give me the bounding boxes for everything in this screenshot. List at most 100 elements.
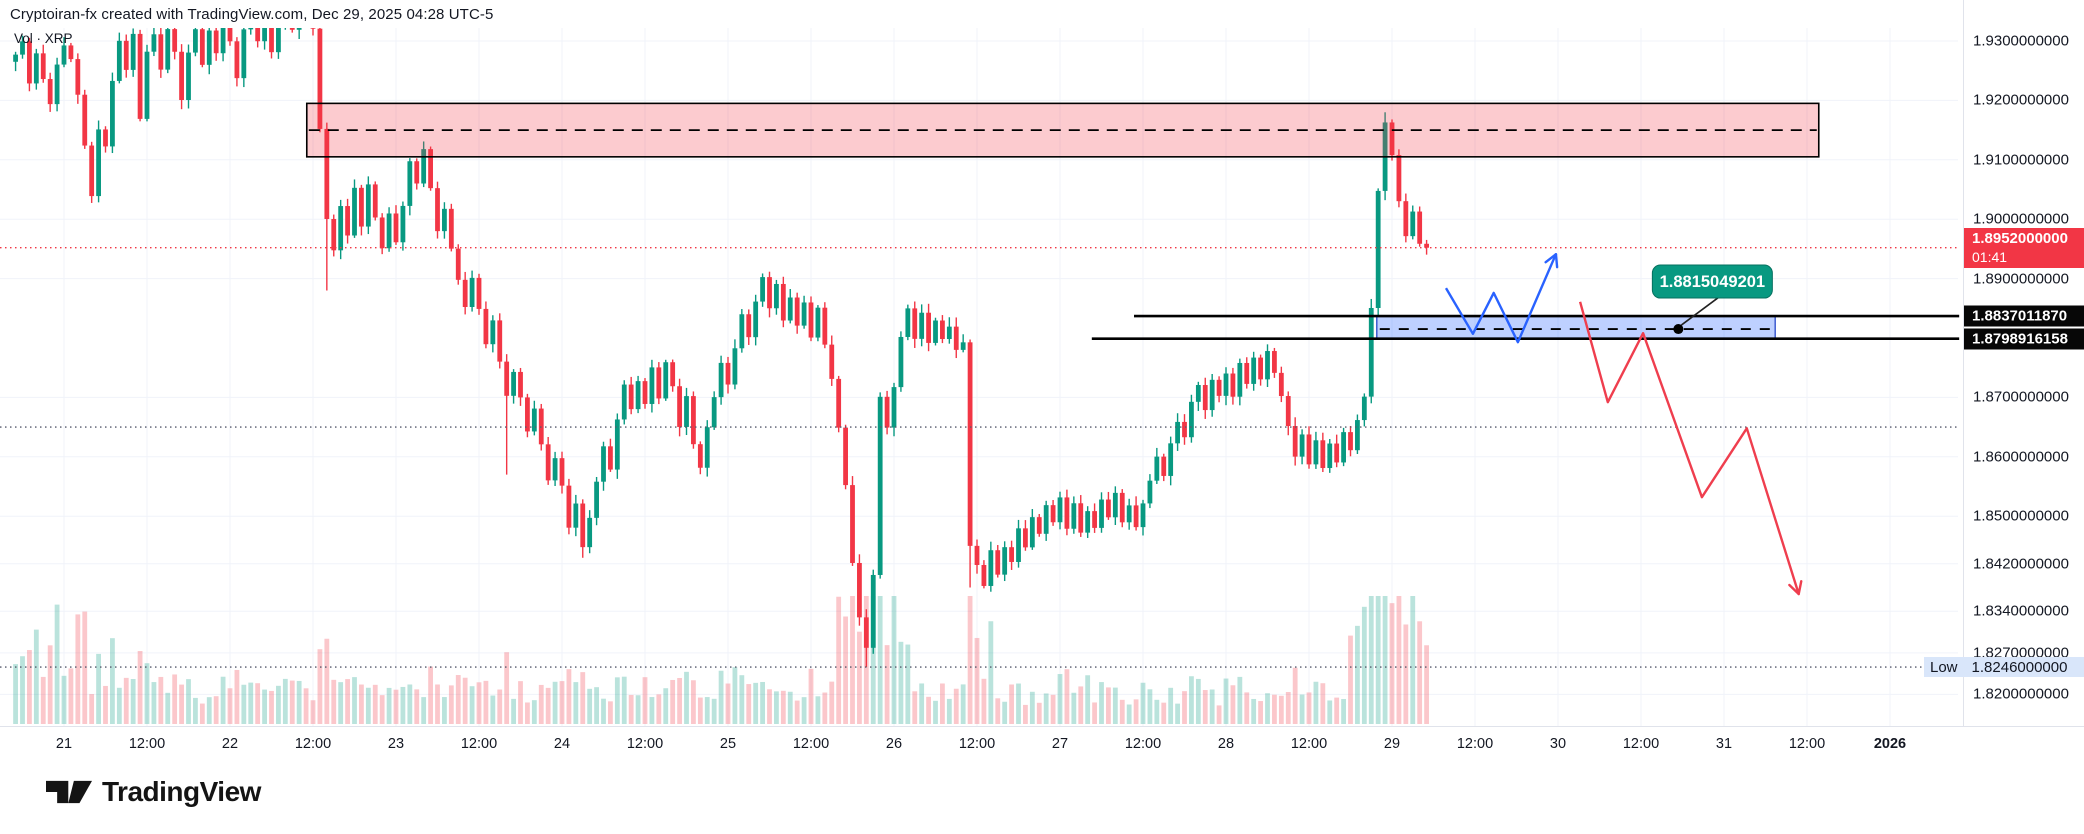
candle-body: [393, 213, 399, 243]
candle-body: [1043, 505, 1049, 534]
volume-bar: [255, 683, 261, 724]
candle-body: [829, 344, 835, 379]
volume-bar: [1106, 687, 1111, 724]
candle-body: [697, 444, 703, 468]
volume-bar: [614, 677, 620, 724]
bearish-scenario-arrow[interactable]: [1578, 301, 1800, 595]
demand-zone-box[interactable]: [1376, 315, 1776, 340]
volume-bar: [995, 698, 1001, 724]
time-axis[interactable]: 21 12:00 22 12:00 23 12:00 24 12:00 25 12:00 26 12:…: [0, 726, 2084, 762]
volume-bar: [262, 689, 267, 724]
candle-body: [428, 149, 433, 189]
time-tick-label: 25: [719, 736, 737, 752]
callout-anchor-dot[interactable]: [1673, 324, 1684, 335]
volume-bar: [753, 682, 759, 724]
candle-body: [884, 396, 890, 428]
candle-body: [331, 218, 337, 251]
volume-bar: [628, 694, 634, 724]
candle-body: [1403, 201, 1409, 237]
time-tick-label: 23: [387, 736, 405, 752]
volume-bar: [352, 677, 357, 724]
candle-body: [33, 53, 39, 84]
candle-body: [1223, 373, 1229, 396]
volume-bar: [68, 668, 74, 724]
volume-bar: [400, 686, 406, 724]
volume-bar: [1334, 697, 1340, 724]
candle-body: [767, 277, 772, 309]
volume-bar: [1313, 681, 1319, 724]
volume-bar: [123, 677, 129, 724]
candle-body: [718, 362, 724, 398]
candle-body: [455, 248, 461, 280]
price-axis[interactable]: 1.9300000000 1.9200000000 1.9100000000 1.90…: [1963, 0, 2084, 726]
volume-bar: [739, 675, 745, 724]
candle-body: [1258, 357, 1263, 380]
candle-body: [780, 283, 786, 321]
price-tick-label: 1.8900000000: [1973, 270, 2069, 288]
volume-bar: [974, 637, 980, 724]
volume-bar: [891, 596, 897, 724]
candle-body: [566, 485, 572, 528]
volume-bar: [1126, 704, 1132, 724]
volume-bar: [213, 696, 219, 724]
volume-bar: [953, 688, 959, 724]
volume-bar: [829, 681, 835, 724]
low-price-label: Low 1.8246000000: [1924, 657, 2084, 678]
volume-bar: [227, 688, 233, 724]
candle-body: [1119, 492, 1125, 523]
candle-body: [843, 427, 848, 486]
candle-body: [372, 184, 378, 218]
candle-body: [649, 367, 655, 404]
candle-body: [359, 187, 364, 227]
candle-body: [642, 381, 648, 404]
candle-body: [186, 52, 191, 101]
candle-body: [110, 80, 115, 147]
candle-body: [898, 336, 904, 388]
volume-bar: [1085, 675, 1091, 724]
low-value: 1.8246000000: [1971, 658, 2068, 676]
callout-pointer-line: [1680, 295, 1721, 326]
candle-body: [193, 29, 198, 53]
price-tick-label: 1.8200000000: [1973, 685, 2069, 703]
time-tick-label: 21: [55, 736, 73, 752]
bar-countdown: 01:41: [1972, 248, 2008, 265]
candle-body: [1375, 190, 1381, 308]
volume-bar: [1375, 596, 1381, 724]
candle-body: [995, 550, 1001, 575]
candle-body: [469, 277, 475, 307]
candle-body: [670, 362, 676, 387]
current-price-value: 1.8952000000: [1972, 229, 2068, 247]
volume-bar: [684, 671, 689, 724]
time-tick-label: 12:00: [958, 736, 996, 752]
candle-body: [1202, 385, 1208, 411]
volume-bar: [442, 697, 447, 724]
volume-bar: [435, 684, 440, 724]
volume-bar: [365, 687, 371, 724]
candle-body: [1417, 211, 1423, 244]
volume-bar: [504, 652, 510, 724]
volume-bar: [151, 682, 157, 724]
candle-body: [61, 45, 67, 65]
bullish-scenario-arrow[interactable]: [1444, 253, 1558, 344]
candle-body: [497, 320, 503, 362]
volume-bar: [116, 687, 122, 724]
candle-body: [1106, 499, 1111, 518]
volume-bar: [282, 678, 288, 724]
candle-body: [1023, 528, 1028, 548]
candle-body: [1230, 373, 1236, 397]
volume-bar: [960, 684, 966, 724]
volume-bar: [1119, 699, 1125, 724]
volume-bar: [89, 694, 95, 724]
price-tick-label: 1.8340000000: [1973, 602, 2069, 620]
price-tick-label: 1.8420000000: [1973, 555, 2069, 573]
time-tick-label: 26: [885, 736, 903, 752]
volume-bar: [476, 682, 482, 724]
volume-bar: [794, 700, 800, 724]
volume-bar: [573, 682, 579, 724]
volume-bar: [33, 629, 39, 724]
price-callout[interactable]: [1651, 264, 1773, 299]
price-chart-canvas[interactable]: 1.8815049201: [0, 0, 1963, 726]
candle-body: [1140, 503, 1146, 528]
candle-body: [1016, 528, 1021, 562]
volume-bar: [1327, 700, 1333, 724]
